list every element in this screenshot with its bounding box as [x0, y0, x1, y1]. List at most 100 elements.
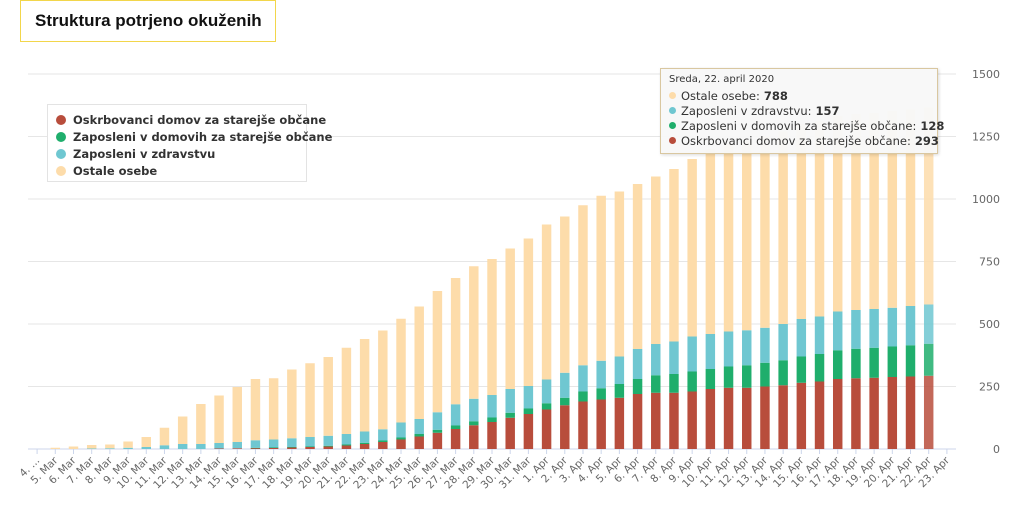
bar-segment[interactable] [705, 369, 716, 389]
bar-segment[interactable] [469, 398, 479, 422]
bar-segment[interactable] [177, 444, 188, 449]
bar-segment[interactable] [250, 440, 261, 448]
bar-segment[interactable] [232, 442, 242, 449]
bar-segment[interactable] [578, 391, 588, 402]
bar-segment[interactable] [905, 306, 916, 346]
bar-segment[interactable] [305, 363, 315, 437]
bar-segment[interactable] [614, 356, 625, 385]
bar-segment[interactable] [669, 374, 679, 393]
bar-segment[interactable] [923, 375, 934, 449]
bar-segment[interactable] [305, 446, 315, 448]
bar-segment[interactable] [214, 443, 224, 449]
bar-segment[interactable] [159, 427, 170, 446]
bar-segment[interactable] [760, 136, 770, 328]
bar-segment[interactable] [287, 438, 297, 447]
bar-segment[interactable] [705, 149, 716, 334]
bar-segment[interactable] [796, 382, 807, 449]
bar-segment[interactable] [469, 425, 479, 449]
bar-segment[interactable] [723, 144, 734, 332]
bar-segment[interactable] [832, 115, 843, 312]
bar-segment[interactable] [669, 169, 679, 342]
bar-segment[interactable] [905, 376, 916, 450]
bar-segment[interactable] [287, 369, 297, 439]
bar-segment[interactable] [359, 442, 370, 444]
bar-segment[interactable] [505, 417, 515, 449]
bar-segment[interactable] [414, 434, 424, 437]
bar-segment[interactable] [760, 362, 770, 387]
bar-segment[interactable] [578, 401, 588, 450]
bar-segment[interactable] [560, 216, 570, 373]
bar-segment[interactable] [378, 440, 388, 443]
bar-segment[interactable] [742, 330, 752, 366]
bar-segment[interactable] [323, 357, 333, 436]
bar-segment[interactable] [396, 422, 406, 438]
bar-segment[interactable] [651, 375, 661, 393]
bar-segment[interactable] [341, 444, 352, 446]
bar-segment[interactable] [778, 131, 788, 325]
bar-segment[interactable] [560, 405, 570, 449]
bar-segment[interactable] [123, 447, 133, 449]
bar-segment[interactable] [50, 447, 61, 449]
bar-segment[interactable] [523, 414, 534, 449]
bar-segment[interactable] [487, 422, 497, 449]
bar-segment[interactable] [760, 386, 770, 450]
bar-segment[interactable] [141, 437, 151, 447]
bar-segment[interactable] [505, 412, 515, 418]
legend-item-ostale[interactable]: Ostale osebe [56, 162, 306, 179]
bar-segment[interactable] [742, 140, 752, 331]
bar-segment[interactable] [614, 397, 625, 449]
bar-segment[interactable] [887, 377, 898, 449]
bar-segment[interactable] [669, 341, 679, 375]
bar-segment[interactable] [450, 425, 461, 430]
bar-segment[interactable] [359, 339, 370, 432]
bar-segment[interactable] [687, 336, 697, 372]
bar-segment[interactable] [651, 344, 661, 376]
bar-segment[interactable] [396, 439, 406, 450]
bar-segment[interactable] [487, 395, 497, 418]
bar-segment[interactable] [341, 445, 352, 450]
bar-segment[interactable] [578, 365, 588, 392]
legend-item-zaposleni-domovi[interactable]: Zaposleni v domovih za starejše občane [56, 128, 332, 145]
bar-segment[interactable] [105, 448, 115, 449]
bar-segment[interactable] [541, 403, 552, 410]
bar-segment[interactable] [378, 442, 388, 449]
bar-segment[interactable] [432, 412, 443, 430]
bar-segment[interactable] [378, 330, 388, 430]
bar-segment[interactable] [523, 386, 534, 409]
bar-segment[interactable] [832, 311, 843, 351]
legend-item-oskrbovanci[interactable]: Oskrbovanci domov za starejše občane [56, 111, 326, 128]
bar-segment[interactable] [414, 306, 424, 420]
bar-segment[interactable] [396, 318, 406, 423]
bar-segment[interactable] [632, 349, 643, 379]
legend-item-zdravstvo[interactable]: Zaposleni v zdravstvu [56, 145, 306, 162]
bar-segment[interactable] [378, 429, 388, 441]
bar-segment[interactable] [832, 350, 843, 379]
bar-segment[interactable] [796, 356, 807, 383]
bar-segment[interactable] [578, 205, 588, 366]
bar-segment[interactable] [778, 360, 788, 386]
bar-segment[interactable] [651, 176, 661, 345]
bar-segment[interactable] [341, 434, 352, 445]
bar-segment[interactable] [596, 195, 606, 361]
bar-segment[interactable] [832, 379, 843, 449]
bar-segment[interactable] [323, 435, 333, 446]
bar-segment[interactable] [469, 266, 479, 399]
bar-segment[interactable] [560, 372, 570, 398]
bar-segment[interactable] [414, 419, 424, 434]
bar-segment[interactable] [523, 238, 534, 387]
bar-segment[interactable] [614, 191, 625, 357]
bar-segment[interactable] [541, 409, 552, 450]
bar-segment[interactable] [487, 259, 497, 395]
bar-segment[interactable] [541, 379, 552, 404]
bar-segment[interactable] [596, 399, 606, 450]
bar-segment[interactable] [614, 384, 625, 398]
bar-segment[interactable] [632, 394, 643, 449]
bar-segment[interactable] [250, 447, 261, 449]
bar-segment[interactable] [814, 354, 825, 382]
bar-segment[interactable] [450, 404, 461, 426]
bar-segment[interactable] [505, 389, 515, 413]
bar-segment[interactable] [887, 307, 898, 347]
bar-segment[interactable] [687, 159, 697, 337]
bar-segment[interactable] [250, 379, 261, 441]
bar-segment[interactable] [105, 444, 115, 449]
